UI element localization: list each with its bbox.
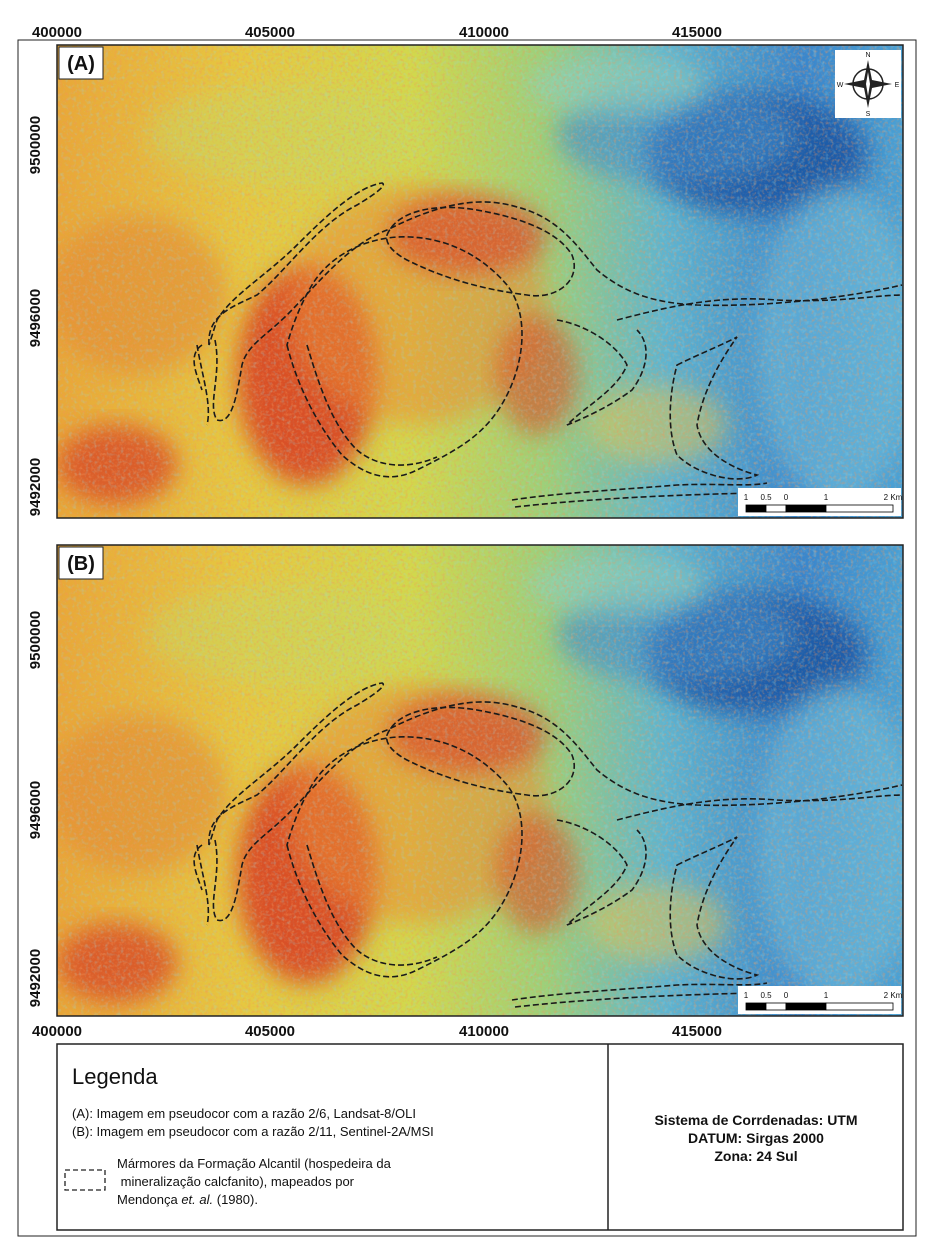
map-panel: (A) 1 0.5 0 1 2 Km N E S W: [47, 45, 917, 518]
scale-label: 0.5: [760, 991, 772, 1000]
scale-segment: [826, 505, 893, 512]
raster-texture: [57, 545, 903, 1016]
citation: (1980).: [213, 1192, 258, 1207]
outline-label: Mármores da Formação Alcantil (hospedeir…: [117, 1156, 392, 1171]
x-coord-label: 405000: [245, 24, 295, 41]
scale-segment: [746, 505, 766, 512]
scale-label: 1: [744, 493, 749, 502]
north-arrow: N E S W: [835, 50, 901, 118]
scale-segment: [766, 505, 786, 512]
panels: (A) 1 0.5 0 1 2 Km N E S W (B) 1 0.5 0 1 2 Km: [47, 45, 917, 1016]
x-coord-label: 405000: [245, 1023, 295, 1040]
y-coord-label: 9492000: [27, 458, 44, 516]
map-panel: (B) 1 0.5 0 1 2 Km: [47, 545, 917, 1016]
x-coord-label: 410000: [459, 1023, 509, 1040]
crs-text: Sistema de Corrdenadas: UTM: [654, 1112, 857, 1128]
scale-label: 1: [824, 493, 829, 502]
outline-label: mineralização calcfanito), mapeados por: [117, 1174, 355, 1189]
scale-segment: [786, 505, 826, 512]
scale-bar: 1 0.5 0 1 2 Km: [738, 986, 903, 1014]
y-coord-label: 9492000: [27, 949, 44, 1007]
panel-label: (B): [67, 553, 95, 575]
scale-label: 0: [784, 493, 789, 502]
compass-letter: N: [865, 52, 870, 59]
compass-letter: W: [837, 82, 844, 89]
outline-label: Mendonça et. al. (1980).: [117, 1192, 258, 1207]
legend-title: Legenda: [72, 1064, 158, 1089]
x-coord-label: 415000: [672, 1023, 722, 1040]
x-coord-label: 400000: [32, 24, 82, 41]
scale-segment: [786, 1003, 826, 1010]
citation: et. al.: [181, 1192, 213, 1207]
raster-texture: [57, 45, 903, 518]
figure: (A) 1 0.5 0 1 2 Km N E S W (B) 1 0.5 0 1 2 Km 9500000 94…: [0, 0, 934, 1241]
citation: Mendonça: [117, 1192, 181, 1207]
raster-image: [47, 45, 917, 518]
scale-label: 1: [744, 991, 749, 1000]
panel-label: (A): [67, 53, 95, 75]
scale-label: 1: [824, 991, 829, 1000]
crs-text: DATUM: Sirgas 2000: [688, 1130, 824, 1146]
legend-item: (A): Imagem em pseudocor com a razão 2/6…: [72, 1106, 416, 1121]
x-coord-label: 400000: [32, 1023, 82, 1040]
scale-segment: [826, 1003, 893, 1010]
raster-image: [47, 545, 917, 1016]
y-coord-label: 9500000: [27, 116, 44, 174]
scale-bar: 1 0.5 0 1 2 Km: [738, 488, 903, 516]
y-coord-label: 9500000: [27, 611, 44, 669]
scale-label: 2 Km: [884, 493, 903, 502]
crs-text: Zona: 24 Sul: [714, 1148, 797, 1164]
x-coord-label: 410000: [459, 24, 509, 41]
compass-letter: S: [866, 111, 871, 118]
scale-segment: [766, 1003, 786, 1010]
x-coord-label: 415000: [672, 24, 722, 41]
y-coord-label: 9496000: [27, 781, 44, 839]
scale-label: 2 Km: [884, 991, 903, 1000]
scale-segment: [746, 1003, 766, 1010]
scale-label: 0.5: [760, 493, 772, 502]
scale-label: 0: [784, 991, 789, 1000]
compass-letter: E: [895, 82, 900, 89]
legend-item: (B): Imagem em pseudocor com a razão 2/1…: [72, 1124, 434, 1139]
y-coord-label: 9496000: [27, 289, 44, 347]
